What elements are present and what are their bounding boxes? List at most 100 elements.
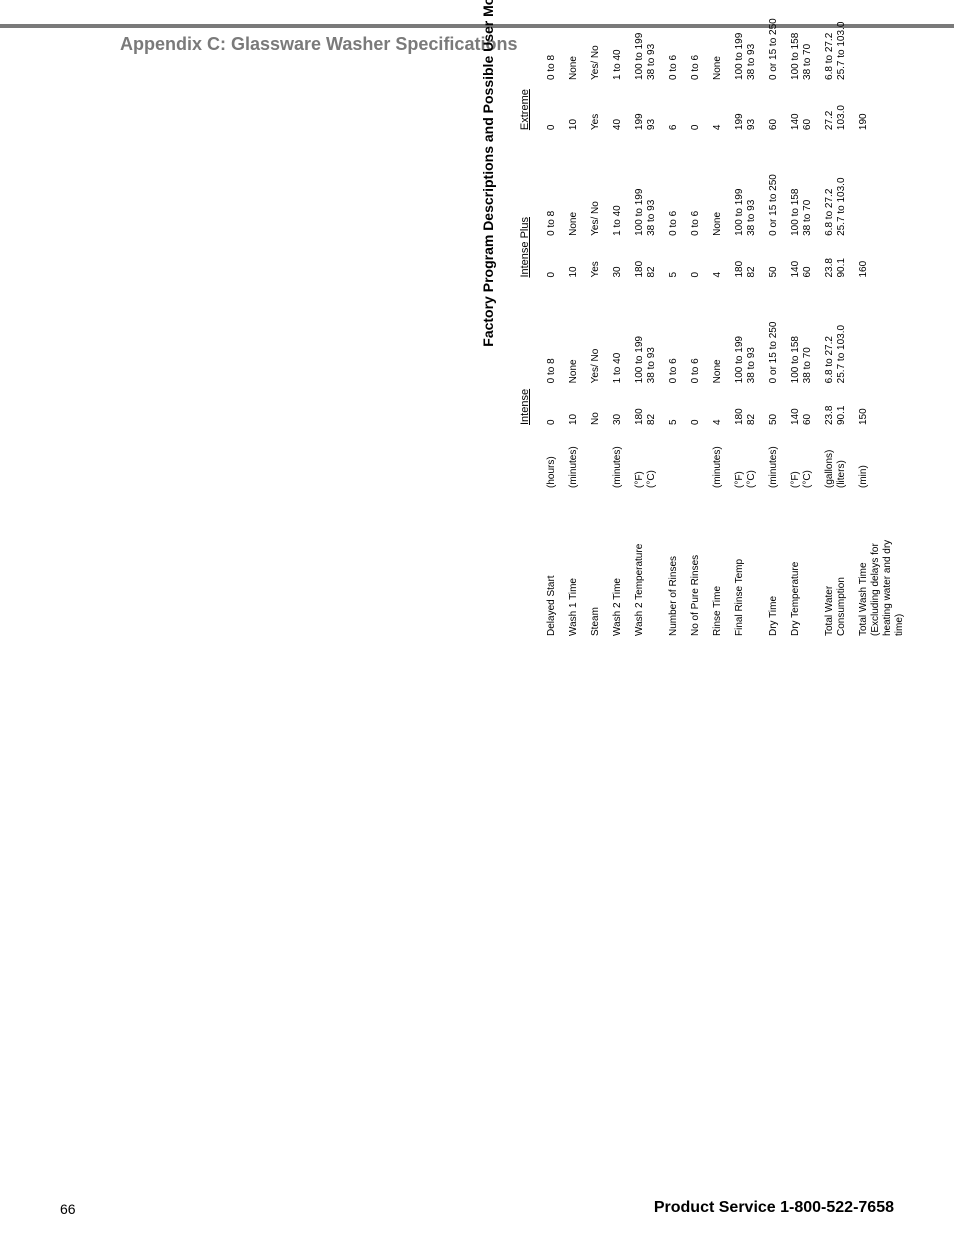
row-label: Dry Time <box>763 492 785 640</box>
cell: None <box>563 0 585 84</box>
row-label: Wash 2 Temperature <box>629 492 663 640</box>
cell: 18082 <box>629 240 663 282</box>
page: Appendix C: Glassware Washer Specificati… <box>0 0 954 1235</box>
row-unit: (min) <box>853 429 911 492</box>
row-unit: (minutes) <box>563 429 585 492</box>
row-label: Wash 1 Time <box>563 492 585 640</box>
cell: 0 to 6 <box>685 282 707 388</box>
cell: 0 to 6 <box>663 0 685 84</box>
row-unit <box>663 429 685 492</box>
table-row: Number of Rinses50 to 650 to 660 to 620 … <box>663 0 685 640</box>
cell: Yes/ No <box>585 282 607 388</box>
cell: 100 to 19938 to 93 <box>629 0 663 84</box>
th-empty2 <box>514 429 541 492</box>
th-extreme: Extreme <box>514 0 541 134</box>
cell: 150 <box>853 387 911 429</box>
row-label: Wash 2 Time <box>607 492 629 640</box>
row-unit <box>585 429 607 492</box>
cell: 0 or 15 to 250 <box>763 282 785 388</box>
cell: 18082 <box>629 387 663 429</box>
cell: 23.890.1 <box>819 387 853 429</box>
cell: 60 <box>763 84 785 134</box>
cell: 5 <box>663 240 685 282</box>
page-number: 66 <box>60 1201 76 1217</box>
spec-table: Intense Intense Plus Extreme Dry Only Us… <box>514 0 911 640</box>
cell: 0 <box>685 84 707 134</box>
row-label: Total WaterConsumption <box>819 492 853 640</box>
cell: 0 to 8 <box>541 282 563 388</box>
table-row: Total WaterConsumption(gallons)(liters)2… <box>819 0 853 640</box>
cell: 0 <box>685 387 707 429</box>
cell: 190 <box>853 84 911 134</box>
cell: 10 <box>563 240 585 282</box>
cell: 0 <box>541 84 563 134</box>
row-label: Rinse Time <box>707 492 729 640</box>
cell: 50 <box>763 240 785 282</box>
cell: 6.8 to 27.225.7 to 103.0 <box>819 282 853 388</box>
cell: 18082 <box>729 387 763 429</box>
cell: 6.8 to 27.225.7 to 103.0 <box>819 134 853 240</box>
cell: 100 to 19938 to 93 <box>729 134 763 240</box>
table-row: SteamNoYes/ NoYesYes/ NoYesYes/ NoNoYes/… <box>585 0 607 640</box>
cell: 0 to 8 <box>541 0 563 84</box>
rotated-content: Factory Program Descriptions and Possibl… <box>480 0 911 640</box>
row-unit: (°F)(°C) <box>729 429 763 492</box>
table-row: Total Wash Time(Excluding delays forheat… <box>853 0 911 640</box>
cell: 14060 <box>785 387 819 429</box>
table-row: Wash 2 Time(minutes)301 to 40301 to 4040… <box>607 0 629 640</box>
cell: 30 <box>607 240 629 282</box>
cell: Yes <box>585 84 607 134</box>
cell: 27.2103.0 <box>819 84 853 134</box>
cell: Yes <box>585 240 607 282</box>
footer-service: Product Service 1-800-522-7658 <box>654 1199 894 1217</box>
cell: 1 to 40 <box>607 0 629 84</box>
cell: 4 <box>707 84 729 134</box>
table-row: Rinse Time(minutes)4None4None4None4None4… <box>707 0 729 640</box>
cell: 0 <box>685 240 707 282</box>
cell: 0 to 6 <box>685 0 707 84</box>
cell: 4 <box>707 240 729 282</box>
cell: None <box>707 0 729 84</box>
cell: 100 to 19938 to 93 <box>629 282 663 388</box>
table-body: Delayed Start(hours)00 to 800 to 800 to … <box>541 0 911 640</box>
cell: 100 to 19938 to 93 <box>629 134 663 240</box>
row-unit: (hours) <box>541 429 563 492</box>
row-label: Dry Temperature <box>785 492 819 640</box>
th-intense-plus: Intense Plus <box>514 134 541 281</box>
cell: None <box>563 134 585 240</box>
row-label: Steam <box>585 492 607 640</box>
row-label: Final Rinse Temp <box>729 492 763 640</box>
cell: Yes/ No <box>585 134 607 240</box>
cell: 14060 <box>785 240 819 282</box>
cell: 0 or 15 to 250 <box>763 134 785 240</box>
cell: None <box>707 282 729 388</box>
row-unit: (minutes) <box>763 429 785 492</box>
cell: 100 to 19938 to 93 <box>729 282 763 388</box>
th-empty1 <box>514 492 541 640</box>
table-row: Wash 1 Time(minutes)10None10None10None5N… <box>563 0 585 640</box>
cell: 0 to 8 <box>541 134 563 240</box>
cell: 14060 <box>785 84 819 134</box>
row-unit: (minutes) <box>707 429 729 492</box>
row-unit: (minutes) <box>607 429 629 492</box>
table-row: No of Pure Rinses00 to 600 to 600 to 600… <box>685 0 707 640</box>
cell: 19993 <box>729 84 763 134</box>
cell: 19993 <box>629 84 663 134</box>
table-row: Final Rinse Temp(°F)(°C)18082100 to 1993… <box>729 0 763 640</box>
table-container: Factory Program Descriptions and Possibl… <box>480 0 911 640</box>
row-label: Total Wash Time(Excluding delays forheat… <box>853 492 911 640</box>
header-row: Intense Intense Plus Extreme Dry Only Us… <box>514 0 541 640</box>
cell: 0 to 6 <box>663 282 685 388</box>
cell <box>853 134 911 240</box>
row-unit: (°F)(°C) <box>785 429 819 492</box>
cell: 0 <box>541 387 563 429</box>
row-unit: (gallons)(liters) <box>819 429 853 492</box>
table-head: Intense Intense Plus Extreme Dry Only Us… <box>514 0 541 640</box>
row-label: Delayed Start <box>541 492 563 640</box>
table-title: Factory Program Descriptions and Possibl… <box>480 0 496 640</box>
cell: 0 to 6 <box>663 134 685 240</box>
cell: 30 <box>607 387 629 429</box>
cell: 4 <box>707 387 729 429</box>
cell <box>853 282 911 388</box>
cell: 10 <box>563 84 585 134</box>
